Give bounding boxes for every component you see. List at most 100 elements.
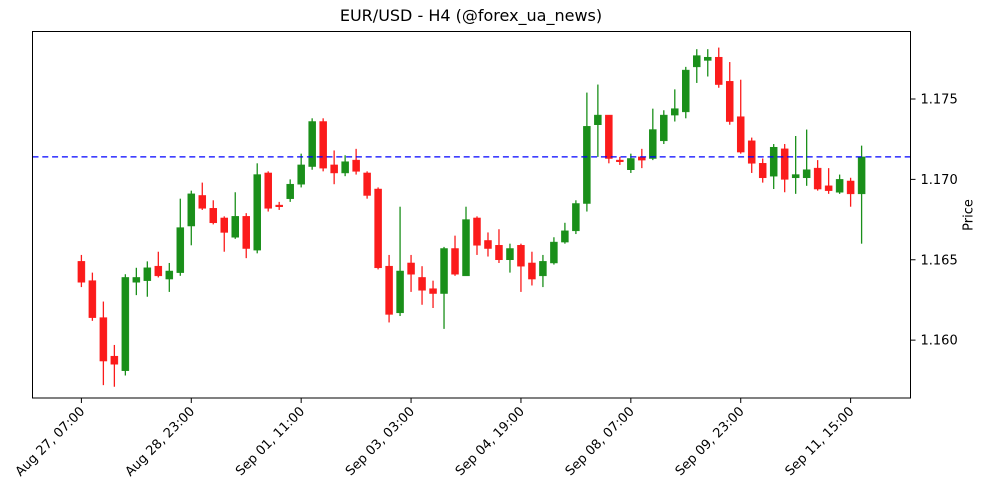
- candle-body: [824, 185, 833, 191]
- candle-body: [791, 174, 800, 179]
- x-tick-label: Sep 09, 23:00: [673, 404, 748, 479]
- candle-body: [780, 148, 789, 180]
- candle-body: [176, 227, 185, 273]
- candle-body: [385, 265, 393, 315]
- candle: [736, 79, 745, 154]
- candle-body: [154, 265, 163, 277]
- candle-body: [297, 164, 305, 185]
- candle: [429, 280, 437, 308]
- candle-body: [802, 169, 811, 179]
- candle-body: [495, 245, 503, 261]
- candle-body: [769, 146, 778, 177]
- candle-body: [835, 179, 844, 193]
- candle-body: [550, 241, 558, 264]
- candle: [154, 251, 163, 278]
- candle-body: [407, 262, 415, 275]
- candle-body: [77, 261, 86, 283]
- candle: [714, 47, 723, 88]
- candle: [176, 198, 185, 276]
- candle-body: [341, 161, 349, 174]
- x-tick-label: Aug 28, 23:00: [123, 404, 199, 480]
- candle: [550, 237, 558, 265]
- candle-body: [846, 180, 855, 195]
- candle: [330, 150, 338, 185]
- candle-body: [649, 129, 657, 159]
- candle-body: [110, 355, 119, 365]
- candle-body: [396, 270, 404, 314]
- candle: [539, 254, 547, 288]
- candle-body: [132, 277, 141, 283]
- candle-body: [253, 174, 261, 251]
- candle: [220, 216, 229, 252]
- candle: [506, 243, 514, 273]
- candle-body: [627, 158, 635, 170]
- candle-body: [308, 121, 316, 167]
- candle: [308, 118, 316, 170]
- candle-body: [198, 195, 207, 209]
- candle: [242, 213, 250, 259]
- candle-body: [165, 270, 174, 280]
- candle: [813, 160, 822, 191]
- y-tick-label: 1.175: [921, 93, 958, 108]
- candle-body: [275, 204, 283, 207]
- candle-body: [671, 108, 679, 116]
- candle: [341, 155, 349, 177]
- candle: [88, 272, 97, 321]
- candle: [396, 206, 404, 317]
- candle: [77, 254, 86, 288]
- candle: [682, 66, 690, 119]
- candle-body: [330, 164, 338, 174]
- candle-body: [374, 188, 382, 269]
- candle-body: [736, 116, 745, 153]
- candle: [594, 84, 602, 157]
- candle: [473, 216, 481, 255]
- candle-body: [440, 248, 448, 294]
- candle: [187, 190, 196, 246]
- candle: [253, 163, 261, 254]
- candle-body: [187, 193, 196, 227]
- candle: [747, 137, 756, 173]
- candle: [528, 251, 536, 286]
- candle: [638, 148, 646, 169]
- candle: [363, 171, 371, 199]
- candle: [846, 177, 855, 207]
- candle: [857, 145, 866, 244]
- candle: [143, 261, 152, 297]
- candle: [495, 229, 503, 263]
- candle-body: [572, 203, 580, 232]
- candles-layer: [77, 47, 866, 387]
- candle: [407, 254, 415, 292]
- candle-body: [99, 317, 108, 362]
- candle: [121, 274, 130, 376]
- candle-body: [242, 216, 250, 249]
- candle: [725, 62, 734, 125]
- candle: [704, 49, 712, 77]
- candle-body: [506, 248, 514, 261]
- candle-body: [594, 114, 602, 125]
- candle-body: [286, 183, 294, 199]
- candle: [484, 232, 492, 257]
- candle-body: [528, 262, 536, 280]
- candle-body: [319, 121, 327, 169]
- candle: [110, 344, 119, 387]
- candle-body: [451, 248, 459, 275]
- candle: [835, 174, 844, 194]
- x-tick-label: Sep 08, 07:00: [563, 404, 638, 479]
- candle-body: [660, 114, 668, 142]
- candle-body: [209, 208, 218, 224]
- candle-body: [418, 277, 426, 291]
- x-tick-label: Sep 03, 03:00: [343, 404, 418, 479]
- candle-body: [363, 172, 371, 196]
- candle: [824, 168, 833, 194]
- candle: [418, 266, 426, 305]
- candle: [561, 222, 569, 244]
- plot-border: [32, 31, 911, 399]
- candle: [583, 92, 591, 212]
- chart-title: EUR/USD - H4 (@forex_ua_news): [339, 6, 603, 25]
- candle: [319, 118, 327, 172]
- candle: [693, 49, 701, 83]
- candle-body: [462, 219, 470, 277]
- candle-body: [747, 140, 756, 164]
